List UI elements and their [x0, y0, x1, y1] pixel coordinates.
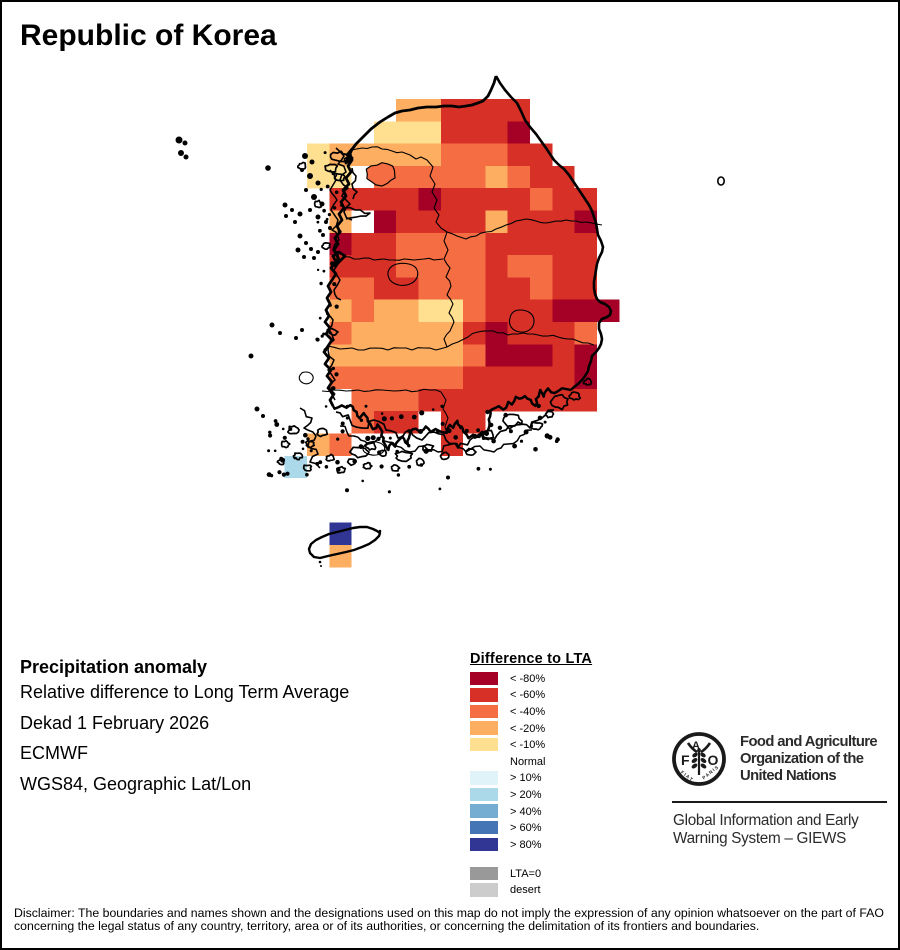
svg-text:A: A [692, 740, 700, 752]
svg-text:F: F [681, 752, 690, 768]
svg-text:O: O [708, 752, 719, 768]
